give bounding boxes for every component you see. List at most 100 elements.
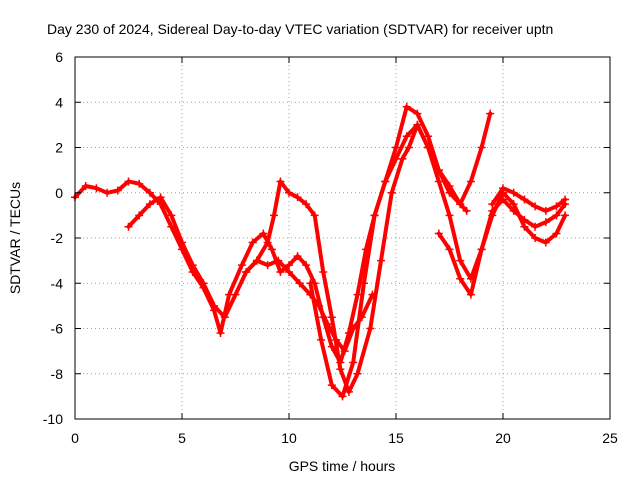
series-track-4 <box>306 120 570 401</box>
data-point <box>327 313 336 322</box>
y-tick-label: -4 <box>51 275 64 291</box>
x-tick-label: 5 <box>178 430 186 446</box>
data-point <box>509 206 518 215</box>
data-point <box>462 206 471 215</box>
data-point <box>242 267 251 276</box>
data-point <box>285 267 293 276</box>
data-point <box>306 279 315 288</box>
data-point <box>424 143 433 152</box>
data-point <box>276 177 285 186</box>
data-point <box>323 319 332 328</box>
data-point <box>520 215 529 224</box>
data-point <box>252 256 261 265</box>
y-tick-label: -2 <box>51 230 64 246</box>
data-point <box>499 184 507 193</box>
data-point <box>377 256 386 265</box>
data-point <box>520 195 529 204</box>
data-point <box>466 177 475 186</box>
data-point <box>248 238 257 247</box>
data-point <box>327 381 336 390</box>
data-point <box>113 186 122 195</box>
data-point <box>424 132 433 141</box>
data-point <box>135 179 144 188</box>
data-point <box>392 154 400 163</box>
data-point <box>336 365 345 374</box>
data-point <box>541 206 550 215</box>
data-point <box>276 267 285 276</box>
data-point <box>387 188 396 197</box>
x-tick-label: 0 <box>71 430 79 446</box>
data-point <box>263 238 272 247</box>
x-tick-label: 10 <box>281 430 297 446</box>
data-point <box>92 184 101 193</box>
data-point <box>366 324 375 333</box>
data-point <box>199 279 208 288</box>
data-point <box>368 290 377 299</box>
data-point <box>541 218 550 227</box>
series-group <box>71 102 570 401</box>
data-point <box>552 211 561 220</box>
data-point <box>349 358 358 367</box>
y-tick-label: 4 <box>55 94 63 110</box>
data-point <box>413 120 422 129</box>
data-point <box>317 335 326 344</box>
y-tick-label: -10 <box>43 411 63 427</box>
data-point <box>285 188 293 197</box>
axis-ticks <box>74 56 611 420</box>
data-point <box>237 261 246 270</box>
data-point <box>156 193 165 202</box>
data-point <box>319 267 328 276</box>
data-point <box>445 181 454 190</box>
data-point <box>488 206 497 215</box>
data-point <box>541 238 550 247</box>
data-point <box>456 274 465 283</box>
y-tick-label: 0 <box>55 185 63 201</box>
data-point <box>178 238 186 247</box>
data-point <box>359 279 368 288</box>
data-point <box>210 301 219 310</box>
data-point <box>456 256 465 265</box>
data-point <box>531 234 540 242</box>
data-point <box>531 222 540 231</box>
y-tick-label: -8 <box>51 366 64 382</box>
data-point <box>402 132 411 141</box>
data-point <box>344 387 353 396</box>
data-point <box>293 252 302 261</box>
x-tick-labels: 0 5 10 15 20 25 <box>71 430 618 446</box>
data-point <box>531 202 540 211</box>
data-point <box>302 200 311 209</box>
data-point <box>310 211 319 220</box>
data-point <box>332 335 341 344</box>
data-point <box>499 195 507 204</box>
x-tick-label: 20 <box>495 430 511 446</box>
data-point <box>274 256 283 265</box>
y-tick-label: -6 <box>51 321 64 337</box>
data-point <box>145 188 154 197</box>
data-point <box>552 202 561 211</box>
y-tick-label: 6 <box>55 49 63 65</box>
x-axis-title: GPS time / hours <box>289 458 396 474</box>
data-point <box>486 109 495 118</box>
data-point <box>338 392 347 401</box>
series-track-6 <box>488 184 570 215</box>
data-point <box>509 188 518 197</box>
data-point <box>216 329 225 338</box>
data-point <box>477 245 486 254</box>
data-point <box>561 195 570 204</box>
data-point <box>381 177 390 186</box>
data-point <box>477 143 486 152</box>
data-point <box>509 200 518 209</box>
data-point <box>434 229 443 238</box>
data-point <box>167 211 176 220</box>
data-point <box>231 290 240 299</box>
data-point <box>353 290 362 299</box>
data-point <box>370 211 379 220</box>
data-point <box>263 261 272 270</box>
data-point <box>267 245 276 254</box>
data-point <box>327 342 336 351</box>
data-point <box>103 188 112 197</box>
y-axis-title: SDTVAR / TECUs <box>7 182 23 294</box>
data-point <box>520 222 529 231</box>
data-point <box>445 211 454 220</box>
y-tick-labels: -10 -8 -6 -4 -2 0 2 4 6 <box>43 49 63 427</box>
